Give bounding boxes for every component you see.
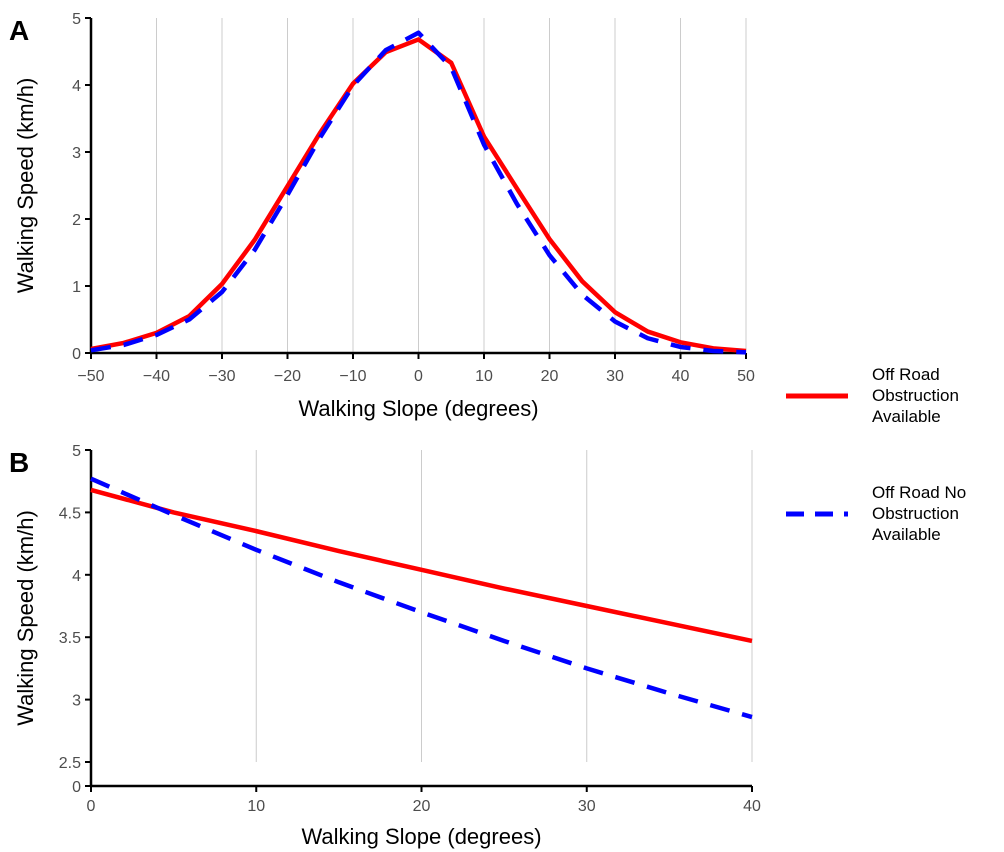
series-line-no-obstruction — [90, 30, 747, 355]
y-axis-title: Walking Speed (km/h) — [13, 510, 38, 726]
x-tick-label: 0 — [414, 368, 423, 385]
series-line-obstruction — [90, 37, 747, 354]
y-tick-label: 4 — [72, 78, 81, 95]
y-axis-title: Walking Speed (km/h) — [13, 78, 38, 294]
legend-label: Off Road No — [872, 483, 966, 502]
x-tick-label: 50 — [737, 368, 755, 385]
y-tick-label: 4.5 — [59, 505, 81, 522]
y-tick-label: 1 — [72, 279, 81, 296]
x-tick-label: 30 — [606, 368, 624, 385]
y-tick-label: 3.5 — [59, 630, 81, 647]
y-tick-label: 2.5 — [59, 755, 81, 772]
y-tick-label: 2 — [72, 212, 81, 229]
x-tick-label: 30 — [578, 798, 596, 815]
legend-label: Off Road — [872, 365, 940, 384]
y-tick-label: 3 — [72, 145, 81, 162]
y-tick-label: 3 — [72, 693, 81, 710]
x-tick-label: −40 — [143, 368, 170, 385]
x-tick-label: 40 — [672, 368, 690, 385]
x-axis-title: Walking Slope (degrees) — [301, 824, 541, 849]
x-tick-label: 40 — [743, 798, 761, 815]
y-tick-label: 5 — [72, 11, 81, 28]
x-tick-label: 20 — [541, 368, 559, 385]
y-tick-label: 5 — [72, 443, 81, 460]
legend-label: Obstruction — [872, 386, 959, 405]
legend-label: Obstruction — [872, 504, 959, 523]
x-tick-label: −10 — [339, 368, 366, 385]
y-tick-label: 0 — [72, 779, 81, 796]
x-tick-label: −20 — [274, 368, 301, 385]
x-tick-label: 0 — [87, 798, 96, 815]
x-axis-title: Walking Slope (degrees) — [298, 396, 538, 421]
panel-b: 0 2.5 3 3.5 4 4.5 5 0 10 20 30 40 Walking Slope (deg… — [9, 443, 761, 849]
x-tick-label: −50 — [77, 368, 104, 385]
x-tick-label: 10 — [475, 368, 493, 385]
legend-label: Available — [872, 525, 941, 544]
series-line-obstruction — [90, 487, 753, 644]
legend-label: Available — [872, 407, 941, 426]
legend: Off Road Obstruction Available Off Road No O… — [786, 365, 966, 544]
y-tick-label: 0 — [72, 346, 81, 363]
panel-label: B — [9, 447, 29, 478]
panel-label: A — [9, 15, 29, 46]
panel-a: 0 1 2 3 4 5 −50 −40 −30 −20 −10 0 10 20 30 40 50 Walking … — [9, 11, 755, 421]
y-tick-label: 4 — [72, 568, 81, 585]
x-tick-label: 20 — [413, 798, 431, 815]
x-tick-label: −30 — [208, 368, 235, 385]
x-tick-label: 10 — [247, 798, 265, 815]
